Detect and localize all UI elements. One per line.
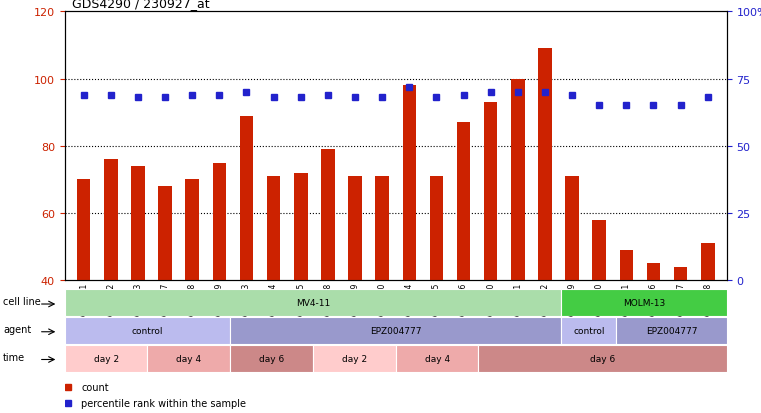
Text: control: control — [132, 326, 163, 335]
Bar — [673, 267, 687, 280]
Text: agent: agent — [3, 324, 31, 334]
Bar — [212, 163, 226, 280]
Bar — [349, 177, 361, 280]
Text: time: time — [3, 352, 25, 362]
Bar — [230, 345, 313, 372]
Bar — [403, 86, 416, 280]
Bar — [616, 317, 727, 344]
Text: day 2: day 2 — [342, 354, 367, 363]
Bar — [65, 290, 561, 316]
Text: GDS4290 / 230927_at: GDS4290 / 230927_at — [72, 0, 210, 10]
Bar — [267, 177, 280, 280]
Bar — [593, 220, 606, 280]
Bar — [430, 177, 443, 280]
Bar — [65, 317, 230, 344]
Bar — [561, 290, 727, 316]
Bar — [396, 345, 479, 372]
Text: count: count — [81, 382, 109, 392]
Bar — [131, 166, 145, 280]
Bar — [65, 345, 148, 372]
Bar — [565, 177, 579, 280]
Text: cell line: cell line — [3, 297, 41, 306]
Text: day 2: day 2 — [94, 354, 119, 363]
Bar — [148, 345, 230, 372]
Text: EPZ004777: EPZ004777 — [646, 326, 697, 335]
Bar — [484, 103, 498, 280]
Bar — [77, 180, 91, 280]
Text: MOLM-13: MOLM-13 — [622, 299, 665, 307]
Text: percentile rank within the sample: percentile rank within the sample — [81, 398, 247, 408]
Bar — [538, 49, 552, 280]
Bar — [511, 79, 524, 280]
Text: day 4: day 4 — [425, 354, 450, 363]
Bar — [619, 250, 633, 280]
Bar — [230, 317, 561, 344]
Text: EPZ004777: EPZ004777 — [370, 326, 422, 335]
Bar — [457, 123, 470, 280]
Text: day 6: day 6 — [259, 354, 284, 363]
Bar — [158, 187, 172, 280]
Bar — [647, 263, 661, 280]
Text: control: control — [573, 326, 604, 335]
Bar — [375, 177, 389, 280]
Bar — [313, 345, 396, 372]
Text: MV4-11: MV4-11 — [296, 299, 330, 307]
Bar — [186, 180, 199, 280]
Text: day 6: day 6 — [590, 354, 615, 363]
Bar — [104, 160, 118, 280]
Bar — [294, 173, 307, 280]
Bar — [561, 317, 616, 344]
Bar — [321, 150, 335, 280]
Bar — [479, 345, 727, 372]
Bar — [240, 116, 253, 280]
Bar — [701, 244, 715, 280]
Text: day 4: day 4 — [177, 354, 202, 363]
